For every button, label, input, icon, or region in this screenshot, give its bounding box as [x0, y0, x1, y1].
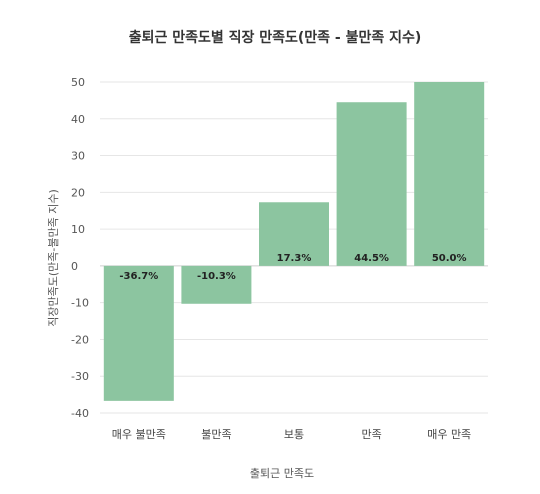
data-label: 44.5% [354, 253, 389, 264]
data-label: 17.3% [277, 253, 312, 264]
x-category-label: 만족 [361, 428, 381, 441]
x-category-label: 보통 [284, 428, 304, 441]
y-tick-label: -30 [71, 370, 89, 383]
x-category-label: 매우 만족 [427, 428, 471, 441]
x-axis-categories: 매우 불만족 불만족 보통 만족 매우 만족 [112, 428, 471, 441]
y-axis-title: 직장만족도(만족-불만족 지수) [47, 189, 60, 327]
bar [103, 265, 174, 401]
data-label: -10.3% [197, 271, 236, 282]
y-tick-label: 30 [71, 150, 85, 163]
chart-title: 출퇴근 만족도별 직장 만족도(만족 - 불만족 지수) [129, 29, 422, 46]
y-tick-label: 0 [71, 260, 78, 273]
data-label: 50.0% [432, 253, 467, 264]
x-axis-title: 출퇴근 만족도 [250, 467, 314, 480]
x-category-label: 매우 불만족 [112, 428, 166, 441]
y-tick-label: 40 [71, 113, 85, 126]
y-tick-label: -10 [71, 297, 89, 310]
y-tick-label: 20 [71, 186, 85, 199]
data-label: -36.7% [119, 271, 158, 282]
bar [259, 202, 329, 266]
bar [336, 102, 407, 266]
y-tick-label: -40 [71, 407, 89, 420]
y-tick-label: -20 [71, 333, 89, 346]
bar [181, 265, 252, 304]
y-axis-ticks: 50 40 30 20 10 0 -10 -20 -30 -40 [71, 76, 89, 420]
bar [414, 82, 485, 266]
bars [103, 82, 485, 401]
data-labels: -36.7% -10.3% 17.3% 44.5% 50.0% [119, 253, 466, 282]
y-tick-label: 10 [71, 223, 85, 236]
x-category-label: 불만족 [201, 428, 231, 441]
y-tick-label: 50 [71, 76, 85, 89]
